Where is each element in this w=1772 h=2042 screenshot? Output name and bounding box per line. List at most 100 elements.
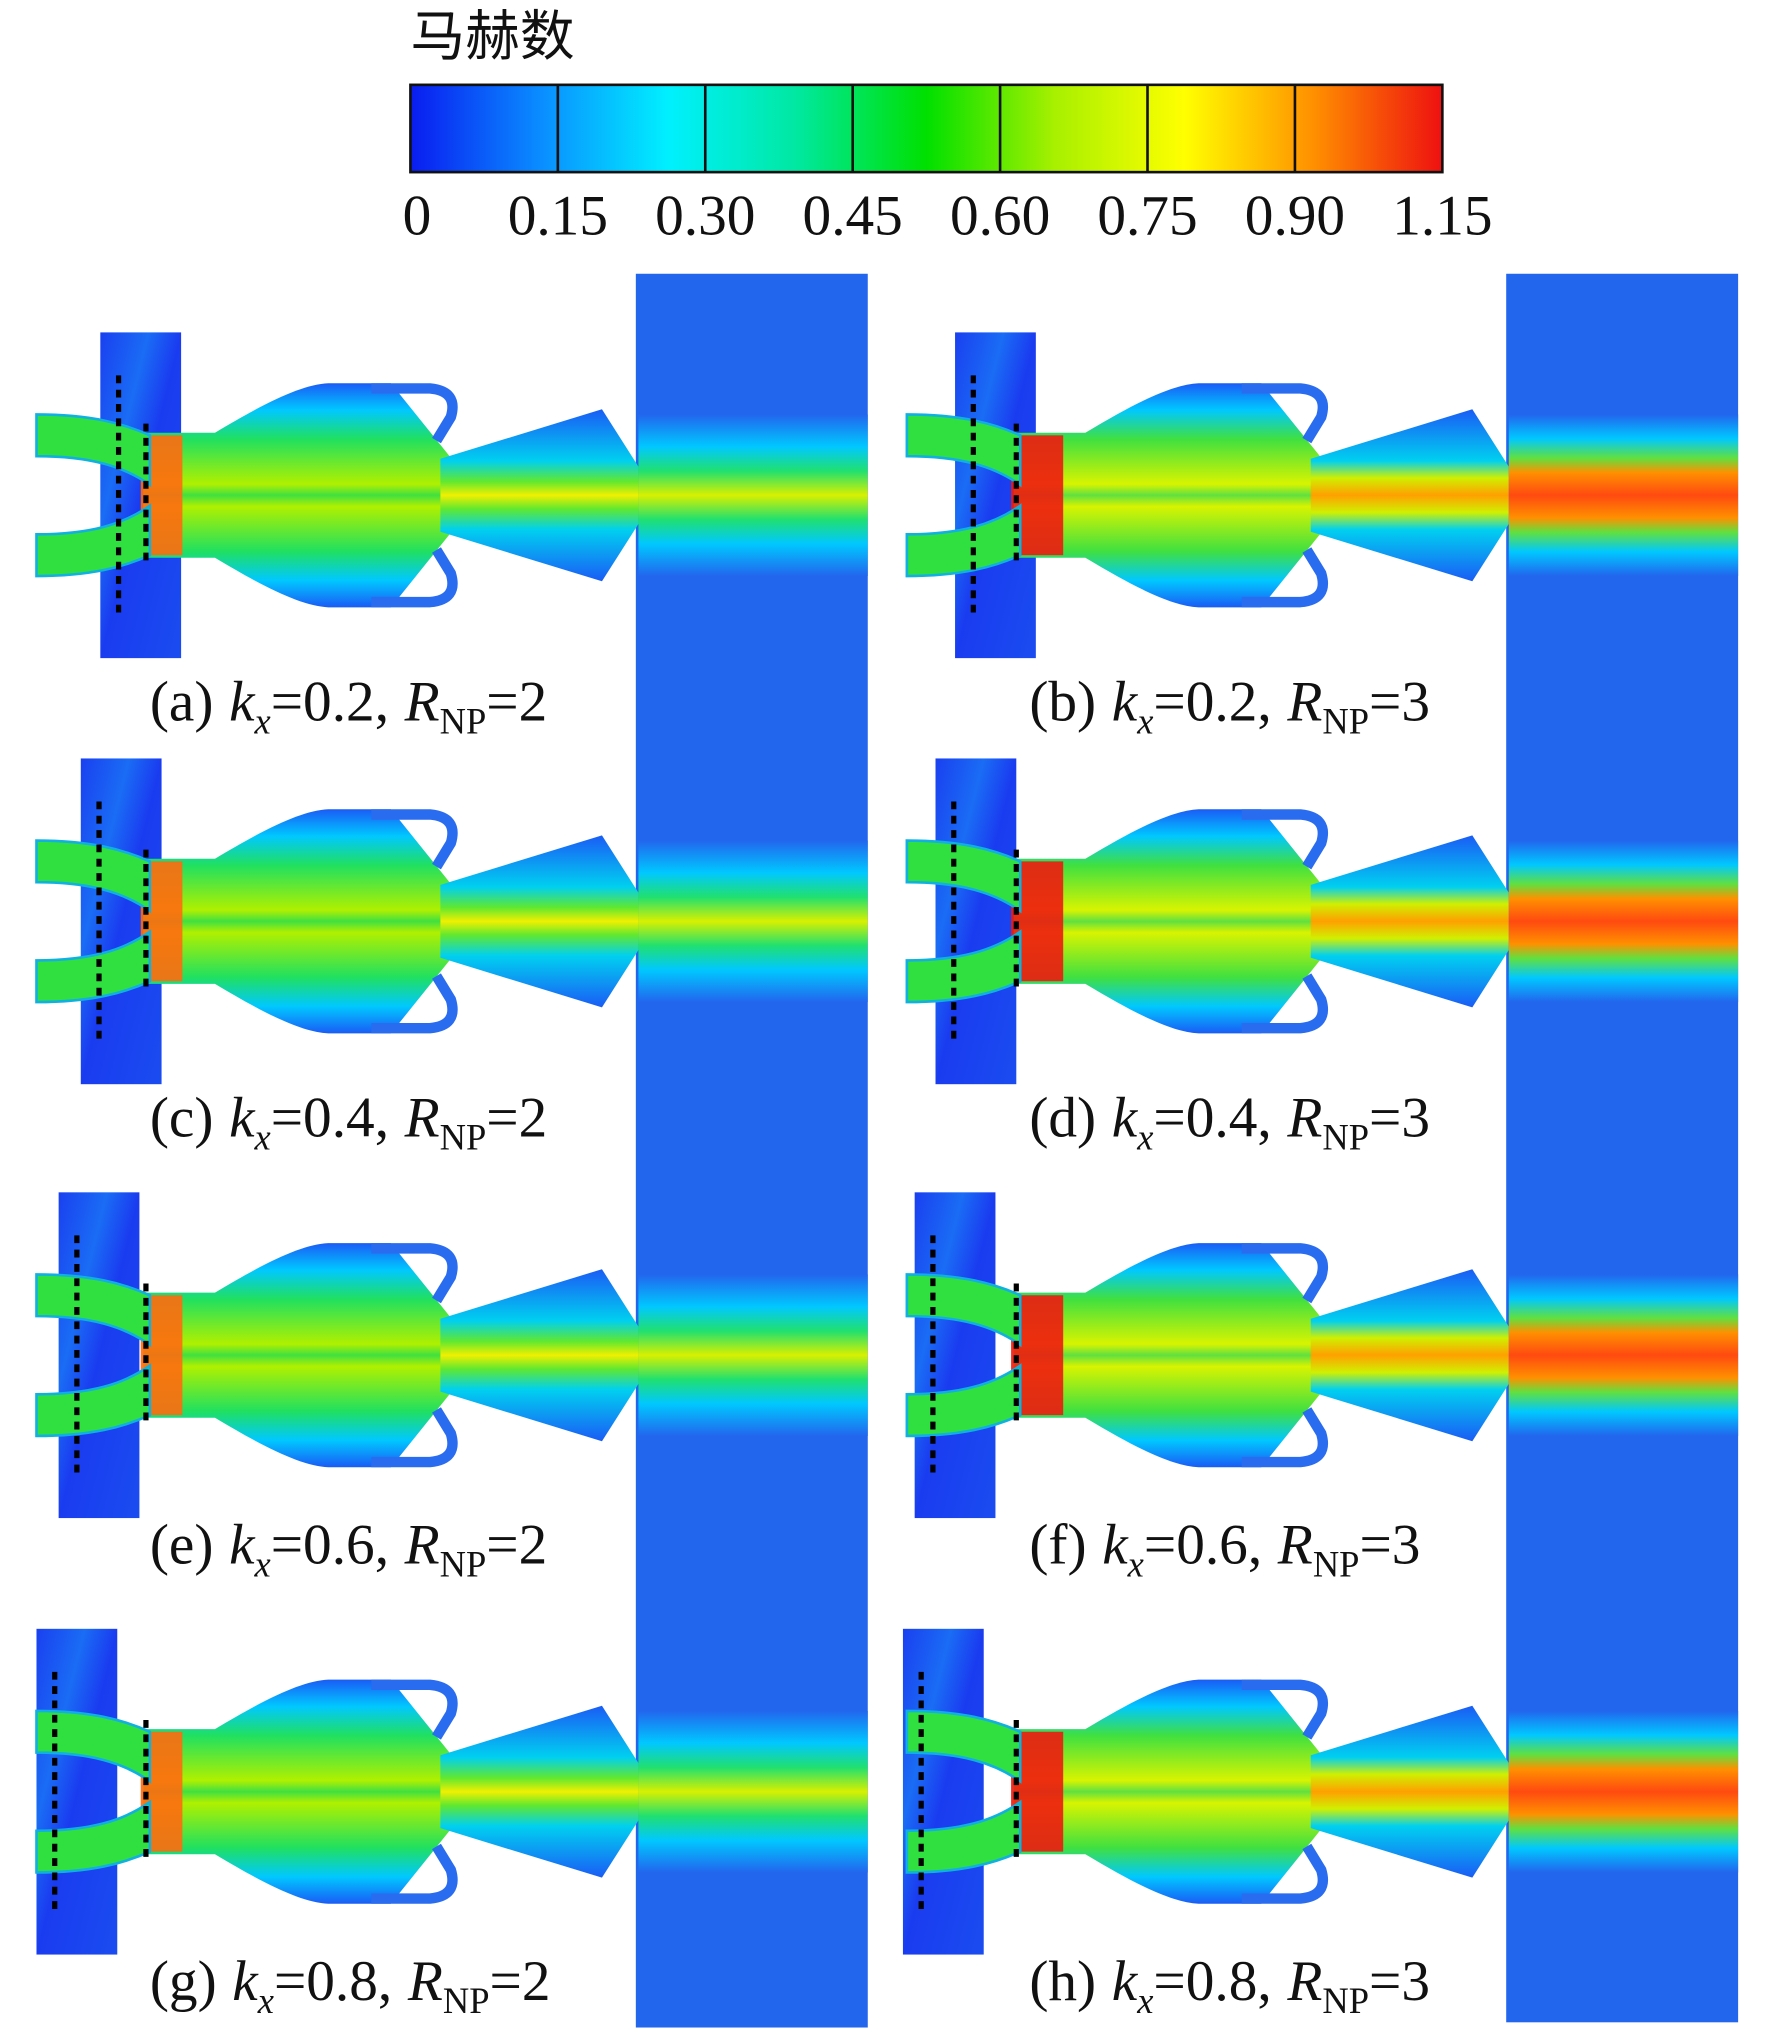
caption-part: , <box>1248 1514 1262 1577</box>
colorbar <box>409 83 1444 174</box>
jet <box>1508 414 1739 577</box>
caption-part: NP <box>1322 1980 1369 2021</box>
caption-part: x <box>1127 1544 1144 1585</box>
caption-part: R <box>1286 1086 1322 1149</box>
caption-part: R <box>1286 1950 1322 2013</box>
caption-part: , <box>1257 671 1271 734</box>
caption-part: = <box>486 1086 518 1149</box>
panel-caption: (d) kx=0.4, RNP=3 <box>1029 1086 1430 1157</box>
nozzle-body <box>143 383 450 608</box>
caption-part: x <box>254 1544 271 1585</box>
caption-part: (h) <box>1029 1950 1096 2013</box>
caption-part: R <box>404 1086 440 1149</box>
jet <box>638 414 868 577</box>
nozzle-cone <box>440 835 639 1008</box>
bypass-duct <box>371 1407 458 1468</box>
caption-part: k <box>229 1086 256 1149</box>
flow-panel <box>905 1192 1739 1519</box>
inlet-arm <box>905 1273 1022 1348</box>
nozzle-body <box>143 809 450 1034</box>
inlet-arm <box>35 1273 152 1348</box>
caption-part: , <box>378 1950 392 2013</box>
caption-part: x <box>1136 1980 1153 2021</box>
caption-part: x <box>1136 1116 1153 1157</box>
caption-part: NP <box>440 701 487 742</box>
colorbar-title: 马赫数 <box>410 4 574 68</box>
panel-caption: (g) kx=0.8, RNP=2 <box>150 1950 551 2021</box>
jet <box>638 840 868 1003</box>
inlet-arm <box>35 1709 152 1784</box>
caption-part: = <box>1359 1514 1391 1577</box>
flow-panel <box>905 332 1739 659</box>
caption-part: (d) <box>1029 1086 1096 1149</box>
colorbar-tick-label: 0.30 <box>655 185 755 248</box>
bypass-duct <box>1241 1243 1329 1304</box>
bypass-duct <box>371 1843 458 1904</box>
caption-part: (e) <box>150 1514 214 1577</box>
caption-part: R <box>1277 1514 1313 1577</box>
caption-part: 2 <box>519 671 548 734</box>
flow-panel <box>35 332 868 659</box>
caption-part: = <box>274 1950 306 2013</box>
caption-part: 3 <box>1392 1514 1421 1577</box>
caption-part: = <box>486 1514 518 1577</box>
caption-part: 3 <box>1401 1950 1430 2013</box>
caption-part: k <box>1112 671 1139 734</box>
plenum <box>935 758 1017 1085</box>
plenum <box>902 1628 984 1955</box>
caption-part: (c) <box>150 1086 214 1149</box>
caption-part: = <box>1369 1950 1401 2013</box>
inlet-arm <box>905 503 1022 578</box>
nozzle-body <box>1013 809 1320 1034</box>
caption-part: x <box>254 1116 271 1157</box>
bypass-duct <box>1241 809 1329 870</box>
caption-part: , <box>375 1086 389 1149</box>
caption-part: = <box>486 671 518 734</box>
plenum <box>36 1628 118 1955</box>
caption-part: = <box>271 1514 303 1577</box>
nozzle-body <box>143 1243 450 1468</box>
caption-part: x <box>257 1980 274 2021</box>
caption-part: = <box>1153 671 1185 734</box>
caption-part: (f) <box>1029 1514 1086 1577</box>
bypass-duct <box>1241 547 1329 608</box>
nozzle-cone <box>1310 1705 1509 1878</box>
plenum <box>914 1192 996 1519</box>
jet <box>1508 1710 1739 1873</box>
caption-part: R <box>407 1950 443 2013</box>
bypass-duct <box>1241 1843 1329 1904</box>
nozzle-body <box>1013 1679 1320 1904</box>
caption-part: = <box>490 1950 522 2013</box>
jet <box>638 1274 868 1436</box>
nozzle-cone <box>1310 835 1509 1008</box>
nozzle-cone <box>1310 1269 1509 1442</box>
colorbar-tick-label: 0.60 <box>950 185 1050 248</box>
inlet-arm <box>905 1709 1022 1784</box>
bypass-duct <box>371 973 458 1034</box>
caption-part: 0.6 <box>303 1514 375 1577</box>
bypass-duct <box>371 1243 458 1304</box>
caption-part: R <box>404 671 440 734</box>
inlet-arm <box>35 929 152 1004</box>
caption-part: x <box>1136 701 1153 742</box>
caption-part: 0.4 <box>303 1086 375 1149</box>
caption-part: 0.2 <box>1186 671 1258 734</box>
caption-part: NP <box>1322 701 1369 742</box>
flow-panel <box>35 758 868 1085</box>
jet <box>1508 1274 1739 1436</box>
inlet-arm <box>35 413 152 488</box>
bypass-duct <box>371 809 458 870</box>
flow-panel <box>35 1628 868 1955</box>
colorbar-tick-label: 0.75 <box>1097 185 1197 248</box>
caption-part: 2 <box>519 1086 548 1149</box>
colorbar-tick-label: 0.15 <box>508 185 608 248</box>
caption-part: 0.2 <box>303 671 375 734</box>
bypass-duct <box>1241 973 1329 1034</box>
caption-part: NP <box>440 1116 487 1157</box>
bypass-duct <box>1241 1679 1329 1740</box>
colorbar-tick-label: 1.15 <box>1392 185 1492 248</box>
caption-part: R <box>1286 671 1322 734</box>
inlet-arm <box>905 413 1022 488</box>
inlet-arm <box>35 839 152 914</box>
